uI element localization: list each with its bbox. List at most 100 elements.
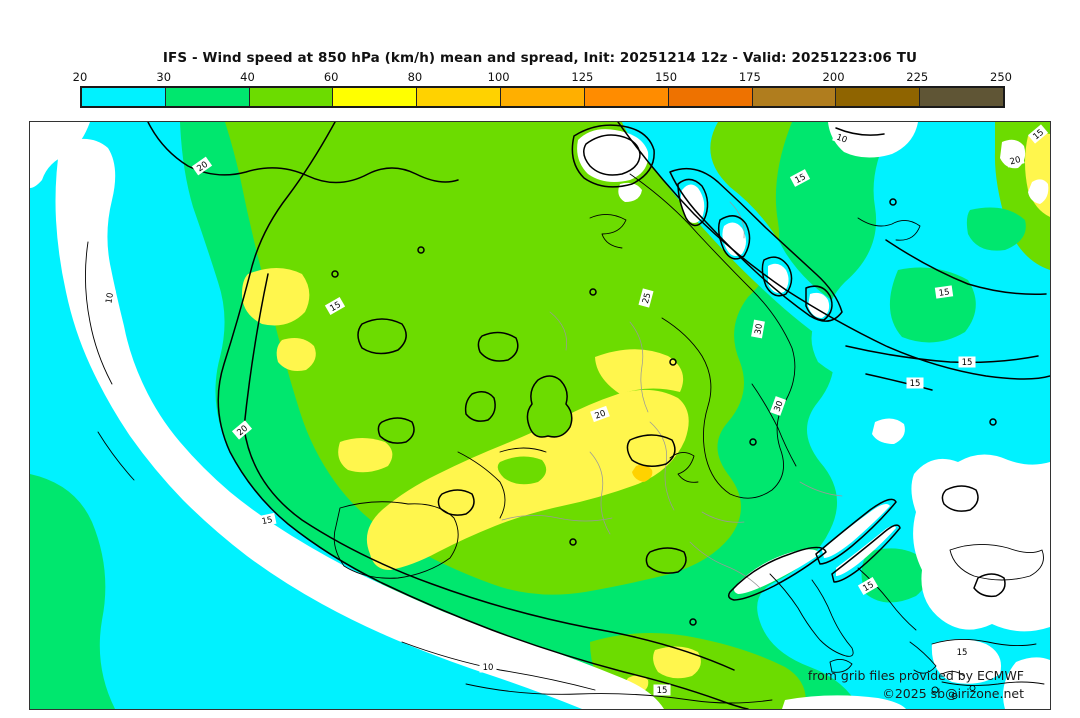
colorbar-segment-20-30: [82, 88, 165, 106]
band-30-40-island-a: [889, 267, 976, 343]
band-60-80-bits: [276, 338, 316, 371]
colorbar-segment-40-60: [248, 88, 333, 106]
land-uk: [527, 376, 572, 437]
coastline: [931, 639, 1037, 647]
country-border-line: [799, 481, 843, 497]
spread-contour-line: [761, 256, 793, 297]
svg-text:15: 15: [793, 172, 807, 186]
coastline: [401, 641, 596, 691]
spread-contour-line: [626, 434, 676, 467]
contour-label-20: 20: [1005, 152, 1025, 168]
white-ridge-scandes-3: [768, 263, 789, 293]
spread-contour-line: [805, 285, 833, 321]
spread-contour-line: [689, 618, 697, 626]
svg-text:20: 20: [594, 409, 608, 422]
coastline: [589, 214, 627, 249]
contour-label-15: 15: [953, 646, 971, 658]
contour-label-15: 15: [857, 576, 879, 596]
coastline: [951, 693, 958, 699]
svg-text:15: 15: [910, 379, 921, 389]
spread-contour-line: [147, 122, 459, 184]
svg-text:25: 25: [641, 292, 653, 305]
spread-contour-line: [973, 573, 1006, 598]
spread-contour-line: [571, 124, 655, 188]
colorbar-tick-175: 175: [738, 70, 761, 84]
coastline: [769, 573, 854, 657]
spread-contour-line: [669, 358, 677, 366]
svg-text:15: 15: [261, 515, 274, 527]
spread-contour-line: [589, 288, 597, 296]
country-border-line: [501, 515, 613, 522]
spread-contour-line: [941, 485, 979, 512]
spread-contour-line: [989, 418, 997, 426]
colorbar-tick-150: 150: [655, 70, 678, 84]
white-ridge-dinaric-a: [822, 504, 890, 558]
white-lt20-ne-b: [1028, 179, 1049, 204]
contour-label-15: 15: [906, 377, 924, 389]
white-lt20-se-low-a: [931, 639, 1002, 684]
spread-contour-line: [717, 215, 751, 260]
white-lt20-bottom-strip: [782, 695, 906, 709]
spread-contour-line: [331, 270, 339, 278]
coastline: [499, 447, 547, 453]
spread-contour-line: [417, 246, 425, 254]
colorbar-segment-150-175: [667, 88, 752, 106]
svg-text:30: 30: [753, 323, 765, 335]
colorbar-tick-30: 30: [156, 70, 172, 84]
colorbar-tick-250: 250: [990, 70, 1012, 84]
credit-source: from grib files provided by ECMWF: [807, 667, 1024, 683]
spread-contour-line: [865, 373, 933, 391]
contour-label-30: 30: [769, 396, 787, 416]
chart-title: IFS - Wind speed at 850 hPa (km/h) mean …: [162, 50, 918, 66]
white-ridge-dinaric-b: [836, 525, 896, 576]
coastline: [909, 641, 937, 674]
colorbar-segment-200-225: [835, 88, 920, 106]
band-60-80-elong: [338, 438, 393, 473]
credits: from grib files provided by ECMWF ©2025 …: [808, 667, 1024, 703]
colorbar-tick-40: 40: [240, 70, 255, 84]
svg-text:15: 15: [938, 287, 950, 298]
colorbar-tick-125: 125: [571, 70, 594, 84]
country-border-line: [701, 511, 745, 523]
country-border-line: [549, 311, 567, 351]
coastline: [97, 431, 135, 481]
svg-text:15: 15: [657, 686, 668, 696]
svg-text:10: 10: [835, 133, 849, 146]
svg-text:15: 15: [861, 580, 875, 594]
coastline: [941, 681, 1045, 687]
spread-contour-line: [677, 178, 709, 227]
band-40-60-hole: [497, 456, 547, 485]
country-border-line: [689, 541, 761, 589]
colorbar-segment-100-125: [500, 88, 584, 106]
colorbar-segment-175-200: [751, 88, 836, 106]
band-60-80-south-a: [653, 646, 701, 679]
contour-label-10: 10: [102, 288, 116, 308]
country-border-line: [589, 451, 611, 535]
coastline: [949, 544, 1044, 581]
band-30-40-island-c: [861, 548, 929, 603]
coastline: [941, 671, 965, 677]
colorbar-tick-200: 200: [822, 70, 845, 84]
white-ridge-scandes-4: [808, 292, 830, 318]
credit-copyright: ©2025 sb@irizone.net: [882, 685, 1024, 701]
coastline: [629, 173, 796, 499]
white-lt20-top-center: [828, 122, 918, 158]
colorbar-segment-125-150: [583, 88, 668, 106]
contour-label-15: 15: [257, 512, 277, 527]
spread-contour-line: [831, 524, 901, 583]
spread-contour-line: [749, 438, 757, 446]
spread-contour-line: [669, 167, 843, 322]
coastline: [931, 686, 939, 694]
spread-contour-line: [617, 122, 1050, 380]
contour-label-15: 15: [958, 356, 976, 368]
wind-speed-colorbar: [80, 86, 1005, 108]
spread-contour-line: [357, 318, 407, 355]
coastline: [333, 501, 459, 579]
coastline: [669, 452, 699, 483]
svg-text:30: 30: [773, 400, 786, 414]
coastline: [857, 217, 921, 241]
band-30-40-island-b: [966, 207, 1026, 251]
colorbar-tick-225: 225: [906, 70, 929, 84]
